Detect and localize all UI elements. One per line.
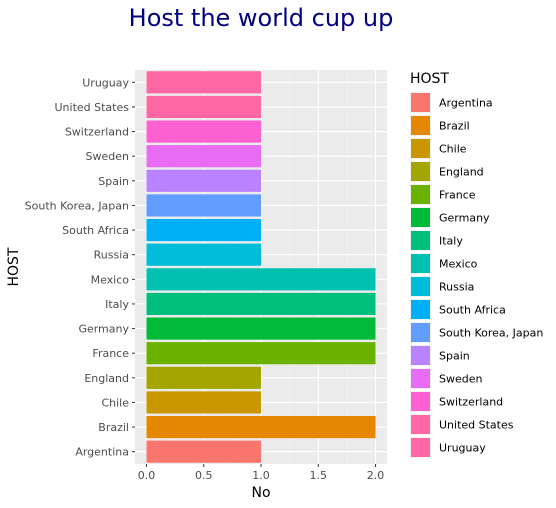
x-tick-label: 1.5 (310, 469, 328, 482)
bar-south-korea-japan (146, 194, 261, 217)
legend-label: Italy (439, 235, 463, 248)
legend-label: England (439, 166, 484, 179)
y-tick-label: Mexico (91, 273, 130, 286)
bar-italy (146, 292, 376, 316)
legend-label: Chile (439, 143, 467, 156)
legend-key (411, 369, 430, 388)
bar-united-states (146, 95, 261, 119)
legend-label: France (439, 189, 476, 202)
legend-label: Germany (439, 212, 490, 225)
legend-key (411, 139, 430, 158)
legend: Argentina Brazil Chile England France Germany… (410, 92, 543, 458)
y-axis-ticks: Argentina Brazil Chile England France Germany… (25, 76, 135, 459)
y-tick-label: France (92, 347, 129, 360)
bar-england (146, 366, 261, 389)
legend-label: Spain (439, 350, 470, 363)
legend-key (411, 116, 430, 135)
legend-key (411, 231, 430, 250)
legend-label: Uruguay (439, 442, 486, 455)
legend-key (411, 438, 430, 457)
y-tick-label: United States (55, 101, 130, 114)
legend-key (411, 208, 430, 227)
legend-key (411, 185, 430, 204)
bar-spain (146, 169, 261, 192)
legend-label: Brazil (439, 120, 470, 133)
legend-label: United States (439, 419, 514, 432)
y-tick-label: Uruguay (82, 76, 129, 89)
bar-switzerland (146, 120, 261, 143)
legend-label: Russia (439, 281, 474, 294)
chart-title: Host the world cup up (129, 4, 394, 32)
legend-key (411, 392, 430, 411)
x-tick-label: 0.5 (195, 469, 213, 482)
bar-russia (146, 243, 261, 266)
bar-germany (146, 317, 376, 340)
bar-france (146, 342, 376, 365)
x-axis-ticks: 0.0 0.5 1.0 1.5 2.0 (138, 464, 385, 482)
legend-key (411, 415, 430, 434)
bar-argentina (146, 440, 261, 463)
legend-label: South Korea, Japan (439, 327, 543, 340)
bar-uruguay (146, 71, 261, 94)
legend-label: Argentina (439, 97, 493, 110)
legend-label: Mexico (439, 258, 478, 271)
legend-key (411, 346, 430, 365)
legend-key (411, 254, 430, 273)
x-tick-label: 0.0 (138, 469, 156, 482)
y-tick-label: Germany (78, 323, 129, 336)
bars (146, 71, 376, 463)
bar-mexico (146, 268, 376, 291)
y-tick-label: Brazil (98, 421, 129, 434)
y-tick-label: South Korea, Japan (25, 199, 129, 212)
y-tick-label: Russia (94, 249, 129, 262)
y-tick-label: Sweden (86, 150, 129, 163)
bar-sweden (146, 145, 261, 168)
legend-key (411, 300, 430, 319)
bar-south-africa (146, 218, 261, 242)
y-tick-label: South Africa (62, 224, 129, 237)
legend-label: Sweden (439, 373, 482, 386)
y-tick-label: Italy (105, 298, 129, 311)
legend-title: HOST (410, 71, 449, 87)
y-tick-label: England (84, 372, 129, 385)
bar-chile (146, 391, 261, 414)
y-axis-title: HOST (6, 247, 22, 286)
legend-label: Switzerland (439, 396, 503, 409)
legend-label: South Africa (439, 304, 506, 317)
y-tick-label: Switzerland (65, 126, 129, 139)
y-tick-label: Argentina (75, 446, 129, 459)
x-tick-label: 1.0 (252, 469, 270, 482)
legend-key (411, 93, 430, 112)
legend-key (411, 162, 430, 181)
x-axis-title: No (251, 485, 270, 501)
bar-brazil (146, 415, 376, 439)
legend-key (411, 323, 430, 342)
legend-key (411, 277, 430, 296)
x-tick-label: 2.0 (367, 469, 385, 482)
y-tick-label: Spain (98, 175, 129, 188)
y-tick-label: Chile (101, 396, 129, 409)
